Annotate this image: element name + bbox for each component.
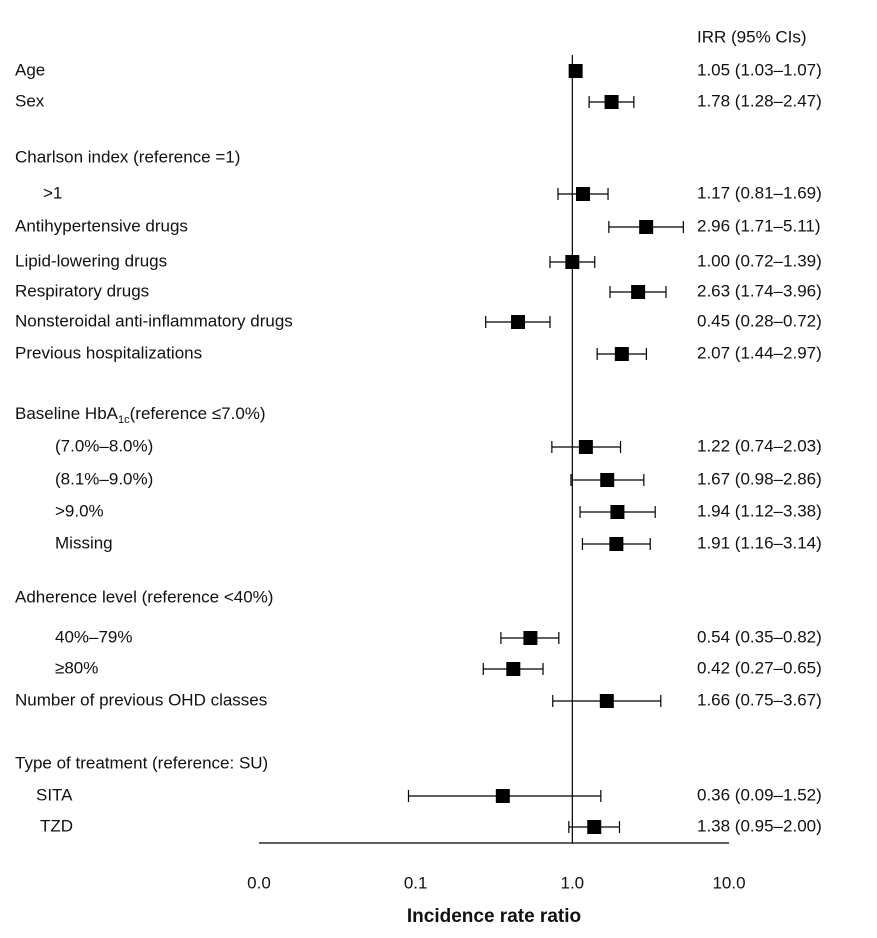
row-label: >9.0% [55, 501, 104, 520]
x-tick-label: 0.1 [404, 873, 428, 892]
row-label-part: 1c [118, 414, 130, 426]
ci-label: 1.38 (0.95–2.00) [697, 816, 822, 835]
point-estimate [604, 95, 619, 109]
x-tick-label: 10.0 [712, 873, 745, 892]
ci-label: 1.22 (0.74–2.03) [697, 436, 822, 455]
x-tick-label: 0.0 [247, 873, 271, 892]
point-estimate [506, 662, 521, 676]
row-label: (7.0%–8.0%) [55, 436, 153, 455]
row-label: Number of previous OHD classes [15, 690, 267, 709]
row-label: TZD [40, 816, 73, 835]
x-axis-label: Incidence rate ratio [407, 906, 581, 927]
ci-label: 0.42 (0.27–0.65) [697, 658, 822, 677]
point-estimate [576, 187, 591, 201]
point-estimate [495, 789, 510, 803]
row-label: Charlson index (reference =1) [15, 147, 240, 166]
point-estimate [568, 64, 583, 78]
point-estimate [610, 505, 625, 519]
point-estimate [523, 631, 538, 645]
point-estimate [587, 820, 602, 834]
ci-label: 2.63 (1.74–3.96) [697, 281, 822, 300]
ci-label: 1.78 (1.28–2.47) [697, 91, 822, 110]
row-label: 40%–79% [55, 627, 133, 646]
point-estimate [614, 347, 629, 361]
ci-label: 2.96 (1.71–5.11) [697, 216, 821, 235]
point-estimate [511, 315, 526, 329]
ci-header: IRR (95% CIs) [697, 27, 807, 46]
ci-label: 1.66 (0.75–3.67) [697, 690, 822, 709]
row-label: Lipid-lowering drugs [15, 251, 167, 270]
ci-label: 1.94 (1.12–3.38) [697, 501, 822, 520]
ci-label: 1.91 (1.16–3.14) [697, 533, 822, 552]
ci-label: 1.00 (0.72–1.39) [697, 251, 822, 270]
ci-label: 0.36 (0.09–1.52) [697, 785, 822, 804]
row-label: Missing [55, 533, 113, 552]
point-estimate [599, 694, 614, 708]
row-label-part: (reference ≤7.0%) [130, 404, 266, 423]
point-estimate [578, 440, 593, 454]
row-label: SITA [36, 785, 73, 804]
ci-label: 1.67 (0.98–2.86) [697, 469, 822, 488]
point-estimate [631, 285, 646, 299]
row-label: (8.1%–9.0%) [55, 469, 153, 488]
ci-label: 0.54 (0.35–0.82) [697, 627, 822, 646]
row-label: Baseline HbA1c(reference ≤7.0%) [15, 404, 266, 425]
row-label: Sex [15, 91, 45, 110]
point-estimate [565, 255, 580, 269]
row-label: Adherence level (reference <40%) [15, 587, 273, 606]
row-label: Respiratory drugs [15, 281, 149, 300]
ci-label: 1.05 (1.03–1.07) [697, 60, 822, 79]
point-estimate [639, 220, 654, 234]
row-label: >1 [43, 183, 62, 202]
ci-label: 2.07 (1.44–2.97) [697, 343, 822, 362]
point-estimate [600, 473, 615, 487]
x-tick-label: 1.0 [561, 873, 585, 892]
row-label: Previous hospitalizations [15, 343, 202, 362]
point-estimate [609, 537, 624, 551]
row-label: Nonsteroidal anti-inflammatory drugs [15, 311, 293, 330]
row-label: Age [15, 60, 45, 79]
ci-label: 0.45 (0.28–0.72) [697, 311, 822, 330]
row-label: Antihypertensive drugs [15, 216, 188, 235]
row-label-part: Baseline HbA [15, 404, 119, 423]
row-label: Type of treatment (reference: SU) [15, 753, 268, 772]
row-label: ≥80% [55, 658, 98, 677]
ci-label: 1.17 (0.81–1.69) [697, 183, 822, 202]
